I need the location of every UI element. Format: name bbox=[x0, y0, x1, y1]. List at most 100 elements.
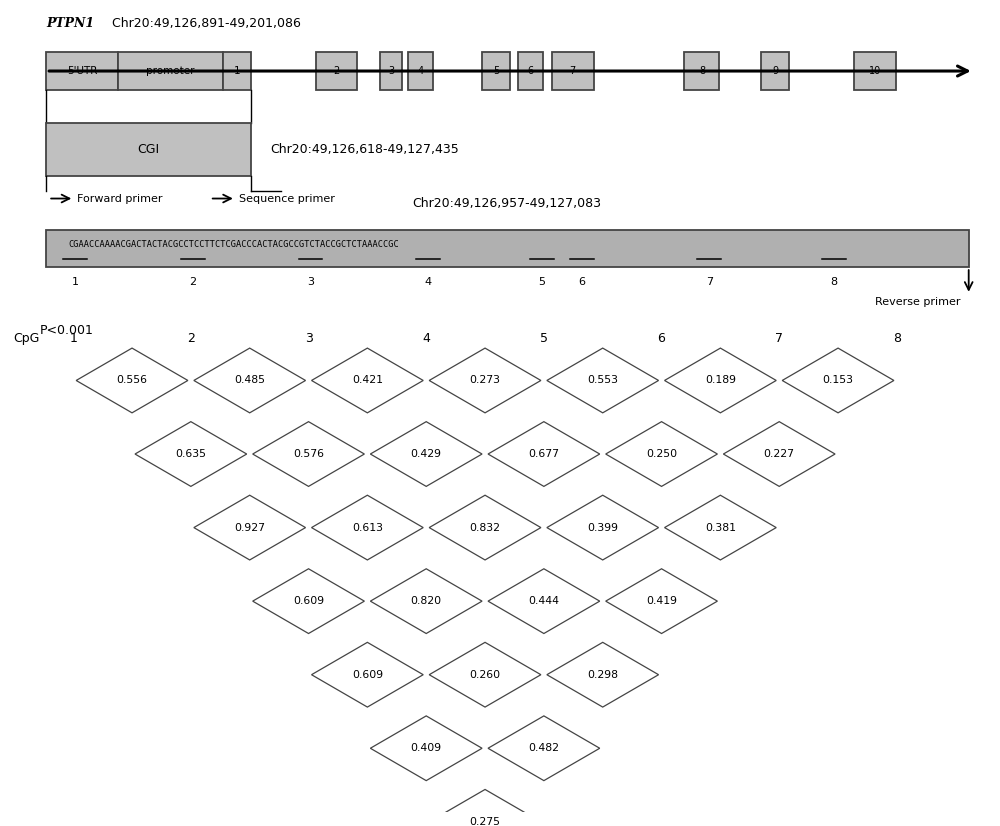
Text: 0.677: 0.677 bbox=[528, 449, 559, 459]
Polygon shape bbox=[547, 643, 659, 707]
Text: 0.444: 0.444 bbox=[528, 596, 559, 606]
Polygon shape bbox=[665, 348, 776, 413]
Text: 3: 3 bbox=[305, 332, 312, 345]
Text: promoter: promoter bbox=[146, 66, 195, 76]
Text: Chr20:49,126,618-49,127,435: Chr20:49,126,618-49,127,435 bbox=[271, 143, 459, 156]
Text: 1: 1 bbox=[69, 332, 77, 345]
Text: 0.153: 0.153 bbox=[823, 376, 854, 386]
Text: PTPN1: PTPN1 bbox=[46, 17, 94, 30]
Bar bbox=[482, 52, 510, 90]
Text: 7: 7 bbox=[570, 66, 576, 76]
Text: P<0.001: P<0.001 bbox=[39, 324, 93, 337]
Polygon shape bbox=[194, 348, 306, 413]
Text: 0.927: 0.927 bbox=[234, 523, 265, 533]
Polygon shape bbox=[370, 421, 482, 487]
Text: 4: 4 bbox=[422, 332, 430, 345]
Text: 2: 2 bbox=[187, 332, 195, 345]
Text: 5: 5 bbox=[540, 332, 548, 345]
Text: 5'UTR: 5'UTR bbox=[67, 66, 97, 76]
Text: 0.298: 0.298 bbox=[587, 670, 618, 680]
Text: 10: 10 bbox=[869, 66, 881, 76]
Polygon shape bbox=[606, 421, 717, 487]
Text: 0.485: 0.485 bbox=[234, 376, 265, 386]
Polygon shape bbox=[488, 569, 600, 634]
Text: 3: 3 bbox=[307, 277, 314, 287]
Text: 5: 5 bbox=[493, 66, 499, 76]
Bar bbox=[380, 52, 402, 90]
Text: 0.409: 0.409 bbox=[411, 743, 442, 753]
Text: 0.273: 0.273 bbox=[470, 376, 501, 386]
Text: 0.419: 0.419 bbox=[646, 596, 677, 606]
Polygon shape bbox=[723, 421, 835, 487]
Polygon shape bbox=[312, 643, 423, 707]
Text: 6: 6 bbox=[527, 66, 533, 76]
Polygon shape bbox=[76, 348, 188, 413]
Bar bbox=[854, 52, 896, 90]
Text: 1: 1 bbox=[233, 66, 240, 76]
Polygon shape bbox=[429, 496, 541, 560]
Text: CGI: CGI bbox=[137, 143, 160, 156]
Text: 0.399: 0.399 bbox=[587, 523, 618, 533]
Text: 0.260: 0.260 bbox=[469, 670, 501, 680]
Text: 0.429: 0.429 bbox=[411, 449, 442, 459]
Text: 2: 2 bbox=[189, 277, 196, 287]
Text: 0.227: 0.227 bbox=[764, 449, 795, 459]
Bar bbox=[46, 230, 969, 267]
Text: 8: 8 bbox=[893, 332, 901, 345]
Text: 0.275: 0.275 bbox=[470, 817, 501, 826]
Text: 0.576: 0.576 bbox=[293, 449, 324, 459]
Polygon shape bbox=[253, 569, 364, 634]
Polygon shape bbox=[194, 496, 306, 560]
Text: 8: 8 bbox=[699, 66, 705, 76]
Text: 7: 7 bbox=[775, 332, 783, 345]
Text: 0.482: 0.482 bbox=[528, 743, 559, 753]
Bar bbox=[684, 52, 719, 90]
Polygon shape bbox=[547, 496, 659, 560]
Bar bbox=[408, 52, 433, 90]
Text: 3: 3 bbox=[388, 66, 394, 76]
Bar bbox=[316, 52, 357, 90]
Text: 0.609: 0.609 bbox=[293, 596, 324, 606]
Bar bbox=[518, 52, 543, 90]
Text: CpG: CpG bbox=[13, 332, 40, 345]
Text: 0.820: 0.820 bbox=[411, 596, 442, 606]
Text: Forward primer: Forward primer bbox=[77, 193, 163, 203]
Text: 9: 9 bbox=[772, 66, 778, 76]
Polygon shape bbox=[312, 496, 423, 560]
Text: 8: 8 bbox=[831, 277, 838, 287]
Polygon shape bbox=[429, 790, 541, 826]
Text: 0.635: 0.635 bbox=[175, 449, 206, 459]
Text: 0.553: 0.553 bbox=[587, 376, 618, 386]
Text: Sequence primer: Sequence primer bbox=[239, 193, 335, 203]
Polygon shape bbox=[370, 716, 482, 781]
Text: 1: 1 bbox=[72, 277, 79, 287]
Polygon shape bbox=[665, 496, 776, 560]
Text: 0.189: 0.189 bbox=[705, 376, 736, 386]
Text: 0.609: 0.609 bbox=[352, 670, 383, 680]
Polygon shape bbox=[312, 348, 423, 413]
Text: 7: 7 bbox=[706, 277, 713, 287]
Bar bbox=[761, 52, 789, 90]
Text: 5: 5 bbox=[538, 277, 545, 287]
Text: 0.832: 0.832 bbox=[470, 523, 501, 533]
Polygon shape bbox=[547, 348, 659, 413]
Polygon shape bbox=[135, 421, 247, 487]
Text: 2: 2 bbox=[333, 66, 340, 76]
Text: CGAACCAAAACGACTACTACGCCTCCTTCTCGACCCACTACGCCGTCTACCGCTCTAAACCGC: CGAACCAAAACGACTACTACGCCTCCTTCTCGACCCACTA… bbox=[68, 240, 399, 249]
Text: Reverse primer: Reverse primer bbox=[875, 297, 961, 306]
Text: Chr20:49,126,891-49,201,086: Chr20:49,126,891-49,201,086 bbox=[108, 17, 301, 30]
Text: 4: 4 bbox=[418, 66, 424, 76]
Text: 0.613: 0.613 bbox=[352, 523, 383, 533]
Polygon shape bbox=[488, 421, 600, 487]
Polygon shape bbox=[429, 643, 541, 707]
Text: 6: 6 bbox=[658, 332, 665, 345]
Text: 4: 4 bbox=[425, 277, 432, 287]
Polygon shape bbox=[606, 569, 717, 634]
Text: 0.381: 0.381 bbox=[705, 523, 736, 533]
Bar bbox=[46, 52, 118, 90]
Bar bbox=[46, 122, 251, 177]
Text: Chr20:49,126,957-49,127,083: Chr20:49,126,957-49,127,083 bbox=[412, 197, 601, 210]
Polygon shape bbox=[253, 421, 364, 487]
Bar bbox=[223, 52, 251, 90]
Text: 0.250: 0.250 bbox=[646, 449, 677, 459]
